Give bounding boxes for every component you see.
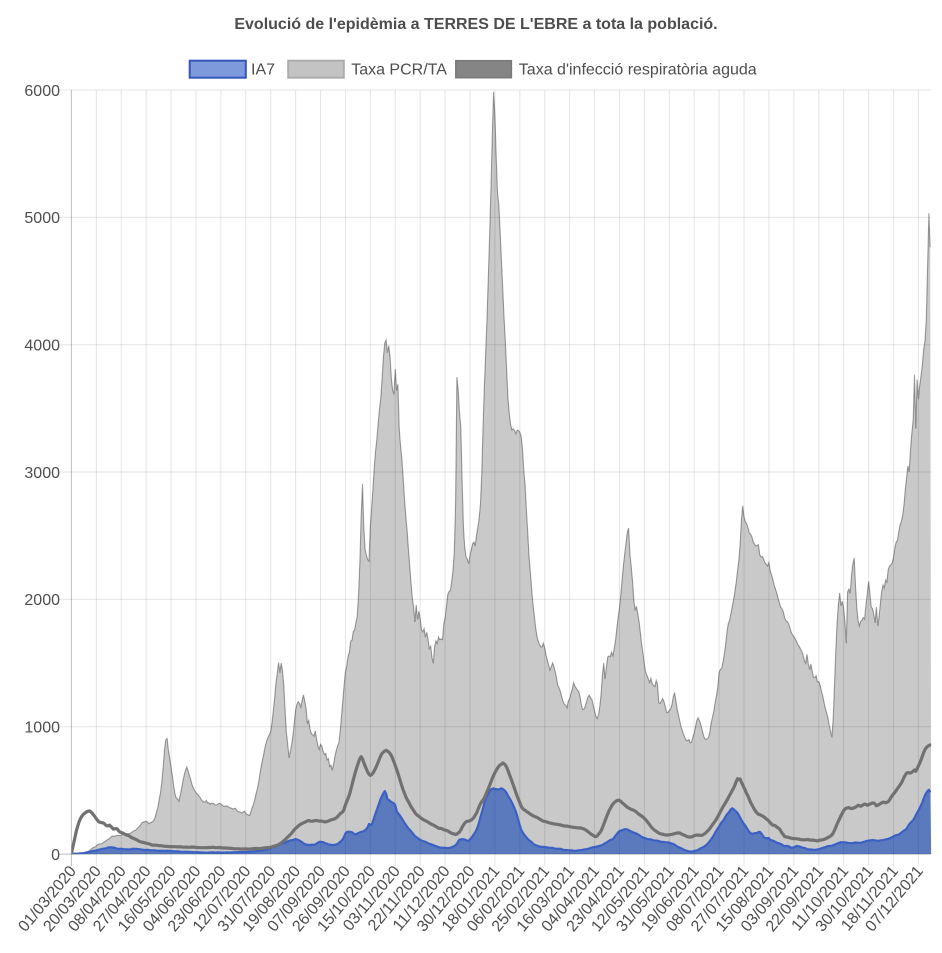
- svg-text:IA7: IA7: [251, 62, 275, 79]
- svg-text:5000: 5000: [24, 210, 60, 227]
- svg-text:1000: 1000: [24, 720, 60, 737]
- svg-text:0: 0: [51, 847, 60, 864]
- svg-text:Taxa PCR/TA: Taxa PCR/TA: [351, 62, 447, 79]
- svg-text:2000: 2000: [24, 592, 60, 609]
- svg-text:4000: 4000: [24, 338, 60, 355]
- svg-text:3000: 3000: [24, 465, 60, 482]
- svg-text:6000: 6000: [24, 83, 60, 100]
- svg-text:Evolució de l'epidèmia a TERRE: Evolució de l'epidèmia a TERRES DE L'EBR…: [234, 16, 717, 33]
- svg-text:Taxa d'infecció respiratòria a: Taxa d'infecció respiratòria aguda: [519, 62, 757, 79]
